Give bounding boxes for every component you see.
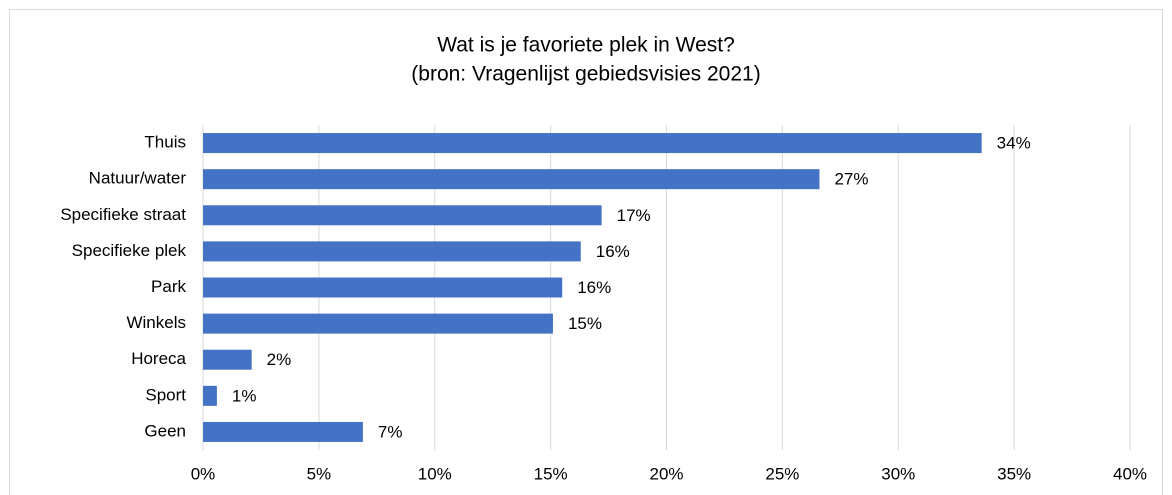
bar <box>203 241 581 262</box>
y-tick-label: Specifieke plek <box>72 241 187 260</box>
bar <box>203 277 563 298</box>
data-label: 34% <box>997 134 1031 153</box>
bar <box>203 385 217 406</box>
x-tick-label: 35% <box>997 464 1031 483</box>
x-tick-label: 40% <box>1113 464 1147 483</box>
chart-frame <box>9 9 1163 495</box>
data-label: 16% <box>577 278 611 297</box>
bar <box>203 349 252 370</box>
x-tick-label: 10% <box>418 464 452 483</box>
y-tick-label: Winkels <box>126 313 186 332</box>
data-label: 1% <box>232 386 257 405</box>
data-label: 15% <box>568 314 602 333</box>
data-label: 17% <box>617 206 651 225</box>
bar <box>203 421 363 442</box>
y-tick-label: Sport <box>145 385 186 404</box>
y-tick-label: Specifieke straat <box>60 205 186 224</box>
x-tick-label: 30% <box>881 464 915 483</box>
chart-title: Wat is je favoriete plek in West? <box>437 34 735 57</box>
bar <box>203 133 982 154</box>
x-tick-label: 20% <box>649 464 683 483</box>
y-tick-label: Horeca <box>131 349 186 368</box>
data-label: 2% <box>267 350 292 369</box>
data-label: 16% <box>596 242 630 261</box>
y-tick-label: Thuis <box>144 133 186 152</box>
bar <box>203 205 602 226</box>
x-tick-label: 0% <box>191 464 216 483</box>
y-tick-label: Park <box>151 277 186 296</box>
data-label: 7% <box>378 422 403 441</box>
y-tick-label: Natuur/water <box>89 169 187 188</box>
x-tick-label: 5% <box>307 464 332 483</box>
x-tick-label: 25% <box>765 464 799 483</box>
bar <box>203 169 820 190</box>
y-tick-label: Geen <box>144 421 186 440</box>
data-label: 27% <box>834 170 868 189</box>
bar <box>203 313 553 334</box>
chart-subtitle: (bron: Vragenlijst gebiedsvisies 2021) <box>411 63 760 86</box>
x-tick-label: 15% <box>534 464 568 483</box>
